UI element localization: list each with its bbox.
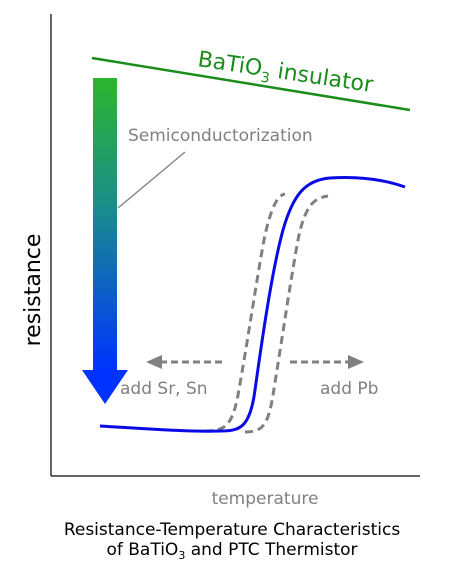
diagram-title-line-1-text: Resistance-Temperature Characteristics bbox=[63, 520, 401, 540]
shift-left-arrow-head bbox=[146, 355, 162, 369]
shifted-curve-right bbox=[244, 194, 329, 434]
shifted-curve-left bbox=[204, 192, 286, 433]
x-axis-label: temperature bbox=[212, 489, 319, 509]
shift-right-arrow-head bbox=[348, 355, 364, 369]
semiconductorization-pointer bbox=[117, 151, 186, 209]
diagram-title-line-2-suffix: and PTC Thermistor bbox=[185, 540, 358, 560]
diagram-title-line-2-subscript: 3 bbox=[178, 549, 186, 562]
insulator-label: BaTiO3 insulator bbox=[196, 47, 376, 102]
diagram-title-line-2-prefix: of BaTiO bbox=[106, 540, 179, 560]
semiconductorization-arrow-head bbox=[82, 370, 128, 404]
diagram-title-line-2: of BaTiO3 and PTC Thermistor bbox=[0, 540, 464, 566]
shift-left-label: add Sr, Sn bbox=[120, 379, 208, 399]
diagram-title-line-1: Resistance-Temperature Characteristics bbox=[0, 520, 464, 540]
y-axis-label: resistance bbox=[21, 234, 46, 347]
insulator-label-suffix: insulator bbox=[269, 58, 376, 98]
semiconductorization-label: Semiconductorization bbox=[128, 126, 313, 146]
ptc-curve bbox=[99, 176, 406, 433]
insulator-line bbox=[91, 56, 411, 112]
insulator-label-subscript: 3 bbox=[260, 70, 271, 87]
shift-right-label: add Pb bbox=[320, 379, 378, 399]
semiconductorization-arrow-shaft bbox=[93, 78, 117, 370]
